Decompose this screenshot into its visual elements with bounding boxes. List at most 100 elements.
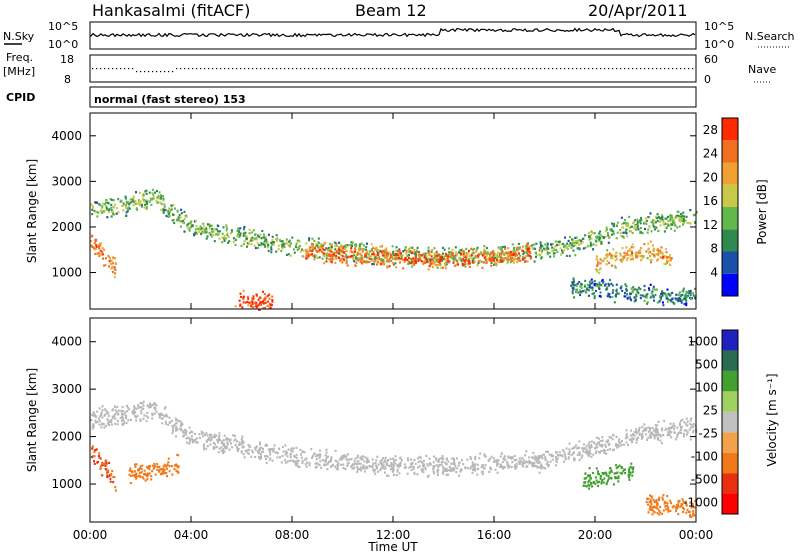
range-cell [427,251,430,254]
range-cell [415,250,418,254]
range-cell [243,225,246,229]
range-cell [289,459,292,462]
range-cell [676,434,679,437]
range-cell [325,247,328,250]
range-cell [486,260,488,263]
range-cell [617,465,620,468]
range-cell [610,222,613,225]
range-cell [444,258,447,261]
range-cell [556,457,559,460]
range-cell [145,207,148,210]
range-cell [671,220,674,223]
range-cell [173,424,176,427]
range-cell [107,414,110,418]
range-cell [254,246,257,250]
range-cell [591,288,594,291]
range-cell [456,457,458,460]
range-cell [654,215,657,218]
range-cell [651,221,654,224]
range-cell [669,422,672,425]
range-cell [620,260,623,263]
range-cell [554,456,557,459]
range-cell [689,438,692,441]
range-cell [298,465,301,469]
range-cell [588,235,590,238]
range-cell [452,462,455,465]
range-cell [533,260,536,263]
range-cell [354,247,357,250]
range-cell [496,260,499,264]
range-cell [202,225,205,228]
range-cell [183,230,186,233]
range-cell [95,421,97,424]
range-cell [582,484,585,487]
range-cell [681,298,684,301]
range-cell [410,262,413,265]
range-cell [358,257,361,260]
range-cell [632,258,635,261]
range-cell [379,249,382,253]
range-cell [663,502,666,505]
range-cell [295,460,298,463]
range-cell [636,254,639,257]
range-cell [571,238,573,241]
range-cell [623,295,626,298]
range-cell [281,446,284,449]
range-cell [661,251,664,254]
range-cell [260,301,262,304]
range-cell [583,285,586,288]
range-cell [610,228,613,231]
range-cell [100,411,103,414]
range-cell [101,409,104,412]
range-cell [337,251,340,254]
range-cell [206,444,209,448]
range-cell [653,511,656,514]
range-cell [535,459,538,462]
range-cell [676,435,679,439]
range-cell [692,510,695,513]
range-cell [361,248,364,251]
range-cell [399,456,402,459]
range-cell [92,414,95,417]
range-cell [630,225,633,228]
range-cell [620,466,623,469]
range-cell [315,250,318,253]
range-cell [122,417,125,421]
range-cell [548,453,551,456]
range-cell [518,256,521,259]
range-cell [575,284,578,287]
range-cell [110,420,113,424]
range-cell [364,456,367,459]
range-cell [489,259,492,262]
range-cell [396,250,399,253]
range-cell [653,435,656,438]
freq-point [260,68,262,70]
range-cell [297,246,300,249]
range-cell [265,239,268,242]
range-cell [438,255,441,258]
range-cell [650,508,653,511]
range-cell [330,243,333,246]
range-cell [625,224,628,228]
range-cell [352,463,354,466]
range-cell [321,246,324,249]
range-cell [242,296,245,299]
range-cell [477,468,480,471]
range-cell [421,470,424,473]
range-cell [309,246,312,249]
range-cell [356,257,359,260]
range-cell [512,252,515,255]
range-cell [410,465,413,468]
range-cell [382,250,385,253]
range-cell [139,200,142,203]
range-cell [431,265,434,269]
range-cell [686,420,689,423]
range-cell [172,213,175,217]
range-cell [163,208,166,211]
range-cell [308,461,311,465]
range-cell [388,265,391,268]
range-cell [108,260,111,263]
range-cell [590,230,593,233]
range-cell [101,416,104,419]
freq-point [552,68,554,70]
